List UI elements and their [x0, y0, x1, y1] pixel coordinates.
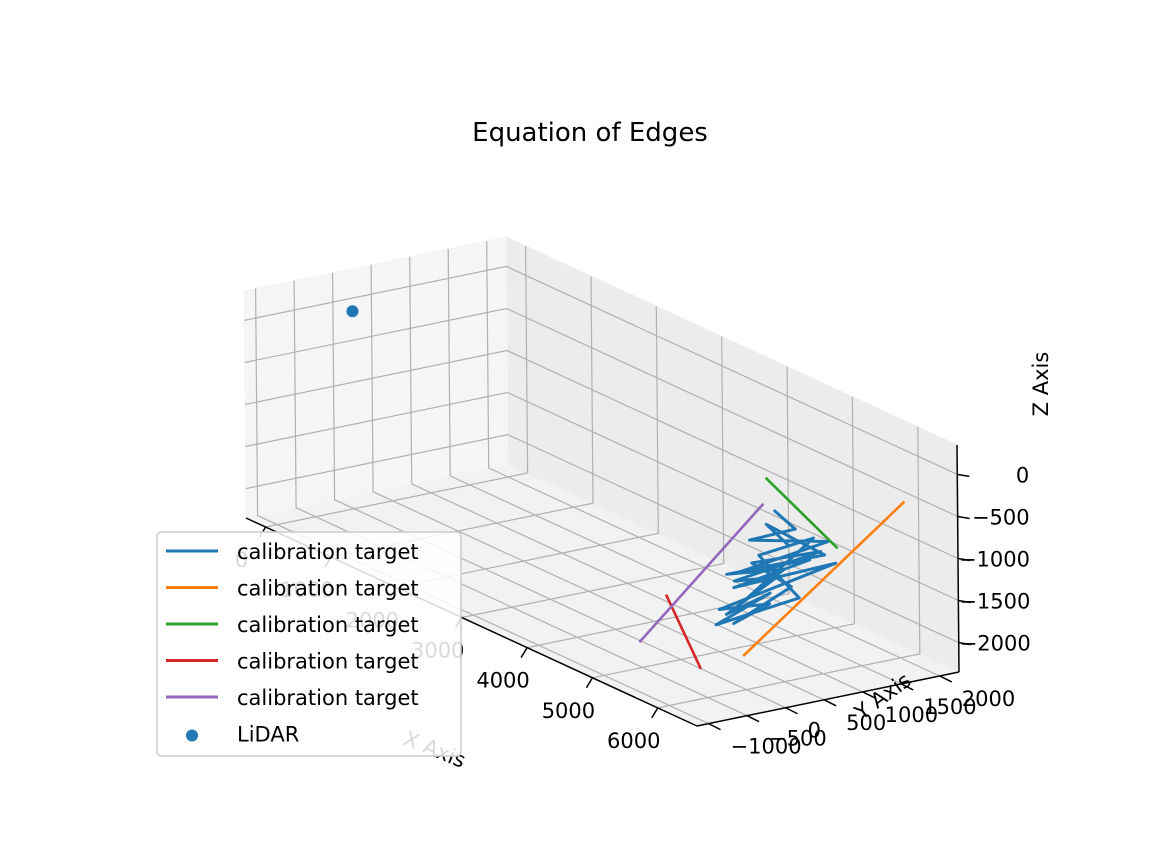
gridline-y [255, 288, 709, 725]
gridline-x [592, 396, 856, 679]
gridline-y [332, 272, 786, 709]
gridline-y [409, 256, 863, 693]
z-tick-label: −1500 [959, 590, 1030, 614]
gridline-x [526, 366, 790, 649]
z-tick-mark [958, 641, 971, 646]
y-tick-label: −500 [769, 727, 827, 751]
y-tick-label: 1500 [923, 695, 976, 719]
y-axis-line [696, 671, 960, 727]
gridline-z [244, 307, 958, 518]
gridline-y [370, 264, 825, 701]
z-tick-label: −1000 [959, 548, 1030, 572]
legend-frame [156, 531, 462, 757]
gridline-z [245, 391, 959, 602]
legend-label: calibration target [237, 686, 419, 710]
gridlines [244, 240, 959, 725]
y-tick-mark [900, 683, 914, 691]
x-tick-mark [585, 677, 594, 689]
legend-label: calibration target [237, 577, 419, 601]
gridline-z [244, 265, 958, 475]
y-tick-mark [746, 715, 760, 723]
series-layer [346, 305, 906, 670]
y-tick-label: 500 [846, 711, 886, 735]
legend-marker-lidar [186, 729, 198, 742]
y-tick-label: 2000 [962, 687, 1015, 711]
y-tick-mark [939, 675, 953, 683]
z-tick-mark [957, 473, 970, 478]
y-tick-label: 0 [808, 719, 821, 743]
y-tick-mark [785, 707, 798, 715]
chart-title: Equation of Edges [472, 118, 708, 148]
z-tick-label: −2000 [960, 632, 1031, 656]
legend-label: calibration target [237, 650, 419, 674]
gridline-x [461, 336, 725, 619]
y-tick-mark [708, 722, 721, 731]
legend-label: calibration target [237, 613, 419, 637]
series-line-1 [714, 508, 838, 627]
gridline-x [396, 306, 659, 588]
z-tick-label: −500 [972, 505, 1030, 529]
gridline-y [486, 240, 940, 677]
x-tick-label: 4000 [476, 669, 529, 693]
x-tick-mark [520, 647, 528, 659]
z-tick-label: 0 [1016, 463, 1029, 487]
lidar-point [346, 305, 359, 318]
gridline-x [265, 245, 529, 528]
legend-label: calibration target [237, 540, 419, 564]
gridline-y [293, 280, 748, 717]
x-tick-label: 5000 [542, 699, 595, 723]
legend-label: LiDAR [237, 723, 299, 747]
z-tick-mark [958, 599, 971, 604]
z-axis-title: Z Axis [1029, 352, 1053, 417]
z-tick-mark [957, 557, 971, 562]
legend: calibration target calibration target cali… [156, 531, 462, 757]
x-tick-label: 6000 [607, 729, 660, 753]
series-line-3 [764, 476, 839, 550]
y-tick-mark [823, 699, 837, 707]
y-tick-label: 1000 [885, 703, 938, 727]
z-tick-mark [957, 515, 970, 520]
gridline-x [657, 426, 921, 709]
x-tick-mark [651, 707, 659, 719]
y-tick-mark [862, 691, 876, 699]
gridline-z [244, 349, 959, 560]
series-line-5 [638, 502, 765, 644]
y-tick-label: −1000 [731, 735, 802, 759]
series-line-2 [742, 500, 906, 657]
